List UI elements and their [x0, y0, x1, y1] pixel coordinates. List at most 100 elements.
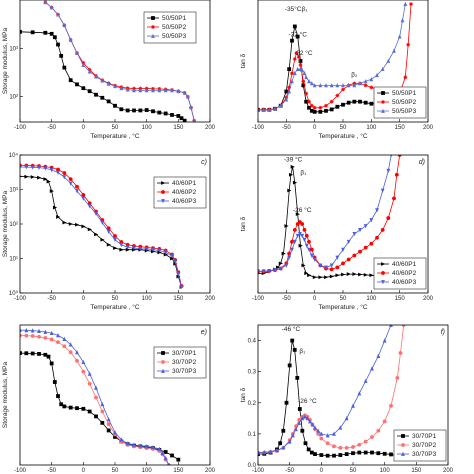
data-point — [401, 325, 406, 327]
data-point — [62, 65, 67, 70]
data-point — [301, 83, 306, 88]
data-point — [346, 257, 351, 262]
x-tick-label: 200 — [423, 125, 434, 131]
data-point — [341, 87, 345, 92]
data-point — [261, 269, 266, 274]
chart-a: -100 -50 0 50 100 150 200 10² 10³ Temperature , °… — [2, 0, 216, 140]
x-axis-label: Temperature , °C — [318, 303, 368, 311]
y-tick-label: 0.3 — [248, 370, 257, 376]
data-point — [292, 228, 297, 232]
data-point — [62, 220, 67, 225]
data-point — [81, 406, 86, 411]
data-point — [307, 247, 311, 252]
data-point — [87, 69, 92, 74]
data-point — [295, 375, 300, 380]
data-point — [125, 441, 130, 446]
data-point — [307, 273, 312, 278]
data-point — [341, 83, 345, 88]
legend-label: 30/70P2 — [172, 359, 197, 366]
data-point — [132, 246, 136, 251]
data-point — [300, 222, 305, 226]
data-point — [132, 442, 136, 447]
series-b-2 — [258, 1, 408, 112]
y-tick-label: 0.2 — [248, 401, 257, 407]
data-point — [62, 175, 67, 180]
data-point — [170, 256, 175, 261]
data-point — [87, 89, 92, 94]
legend-label: 50/50P2 — [392, 99, 417, 106]
data-point — [304, 233, 309, 238]
data-point — [297, 417, 302, 422]
data-point — [390, 155, 393, 158]
data-point — [380, 66, 385, 72]
series-d-2 — [258, 155, 393, 274]
x-tick-label: 200 — [205, 125, 216, 131]
data-point — [87, 204, 92, 209]
legend-marker — [381, 271, 385, 275]
data-point — [406, 42, 411, 47]
data-point — [68, 78, 73, 83]
data-point — [386, 58, 391, 63]
series-c-2 — [20, 165, 184, 290]
data-point — [113, 234, 117, 238]
panel-letter: d) — [419, 159, 425, 166]
data-point — [284, 224, 289, 228]
data-point — [24, 351, 29, 356]
data-point — [56, 333, 60, 338]
data-point — [100, 78, 105, 83]
data-point — [394, 172, 399, 177]
data-point — [144, 444, 149, 449]
data-point — [192, 118, 196, 122]
x-tick-label: -100 — [14, 296, 27, 302]
data-point — [363, 450, 368, 455]
y-tick-label: 10³ — [9, 188, 18, 194]
data-point — [295, 233, 300, 239]
data-point — [43, 30, 48, 35]
data-point — [352, 253, 357, 258]
data-point — [20, 351, 22, 355]
data-point — [62, 344, 67, 349]
data-point — [297, 420, 302, 425]
data-point — [300, 416, 305, 421]
data-point — [309, 81, 314, 86]
data-point — [138, 246, 143, 252]
panel-letter: c) — [201, 159, 207, 166]
series-f-0 — [258, 338, 400, 458]
data-point — [106, 242, 111, 247]
data-point — [144, 88, 149, 93]
data-point — [301, 79, 306, 84]
y-tick-label: 10² — [9, 222, 18, 228]
y-axis-label: Storage modulus, MPa — [2, 362, 9, 429]
data-point — [49, 167, 54, 173]
data-point — [267, 107, 272, 112]
data-point — [292, 239, 297, 245]
data-point — [87, 227, 92, 232]
data-point — [380, 228, 385, 232]
data-point — [382, 419, 387, 424]
data-point — [296, 55, 301, 59]
data-point — [106, 81, 111, 86]
data-point — [325, 433, 330, 438]
legend-label: 30/70P2 — [412, 442, 437, 449]
data-point — [382, 451, 387, 456]
data-point — [281, 445, 286, 450]
data-point — [284, 400, 289, 405]
data-point — [358, 228, 362, 233]
data-point — [312, 257, 317, 262]
legend-label: 50/50P1 — [162, 15, 187, 22]
data-point — [312, 105, 317, 110]
data-point — [295, 66, 300, 72]
data-point — [52, 380, 57, 384]
data-point — [20, 333, 22, 338]
data-point — [369, 273, 374, 278]
legend-label: 50/50P2 — [162, 24, 187, 31]
series-d-1 — [258, 155, 402, 274]
data-point — [341, 272, 346, 277]
data-point — [290, 338, 295, 343]
data-point — [100, 220, 105, 225]
data-point — [357, 442, 362, 447]
data-point — [363, 224, 368, 229]
data-point — [138, 108, 143, 113]
data-point — [307, 79, 311, 84]
data-point — [37, 175, 42, 180]
